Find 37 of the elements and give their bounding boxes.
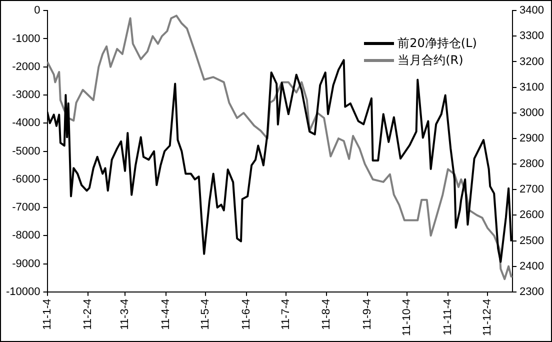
y-tick-label: -1000 (12, 32, 40, 45)
x-tick-label: 11-6-4 (240, 298, 252, 330)
y-tick-label: -8000 (12, 230, 40, 242)
y-tick-label: -3000 (12, 89, 40, 102)
y-tick-label: -4000 (12, 117, 40, 130)
y-tick-label: -10000 (6, 286, 40, 298)
y2-tick-label: 2300 (520, 286, 544, 298)
x-tick-label: 11-9-4 (362, 298, 374, 330)
y2-tick-label: 2900 (520, 132, 544, 144)
legend-label: 当月合约(R) (398, 52, 464, 69)
y2-tick-label: 2500 (520, 234, 544, 247)
y2-tick-label: 3000 (520, 106, 544, 119)
y2-tick-label: 3300 (520, 30, 544, 42)
y2-tick-label: 2400 (520, 260, 544, 272)
y2-tick-label: 3400 (520, 4, 544, 17)
y-tick-label: -9000 (12, 258, 40, 270)
x-tick-label: 11-7-4 (280, 298, 292, 330)
x-tick-label: 11-5-4 (199, 298, 212, 330)
x-tick-label: 11-11-4 (442, 298, 454, 336)
x-tick-label: 11-12-4 (482, 298, 494, 336)
x-tick-label: 11-3-4 (119, 298, 132, 330)
x-tick-label: 11-8-4 (320, 298, 333, 330)
y-tick-label: -5000 (12, 145, 40, 158)
x-tick-label: 11-10-4 (401, 298, 414, 336)
y2-tick-label: 3100 (520, 81, 544, 94)
x-tick-label: 11-1-4 (41, 298, 54, 330)
y2-tick-label: 3200 (520, 56, 544, 68)
x-tick-label: 11-4-4 (160, 298, 172, 330)
y-tick-label: -2000 (12, 60, 40, 73)
x-tick-label: 11-2-4 (82, 298, 94, 330)
y-tick-label: 0 (34, 4, 40, 17)
y2-tick-label: 2800 (520, 158, 544, 170)
y2-tick-label: 2600 (520, 209, 544, 222)
y-tick-label: -7000 (12, 202, 40, 214)
y-tick-label: -6000 (12, 173, 40, 186)
y2-tick-label: 2700 (520, 184, 544, 196)
legend-label: 前20净持仓(L) (398, 34, 477, 52)
